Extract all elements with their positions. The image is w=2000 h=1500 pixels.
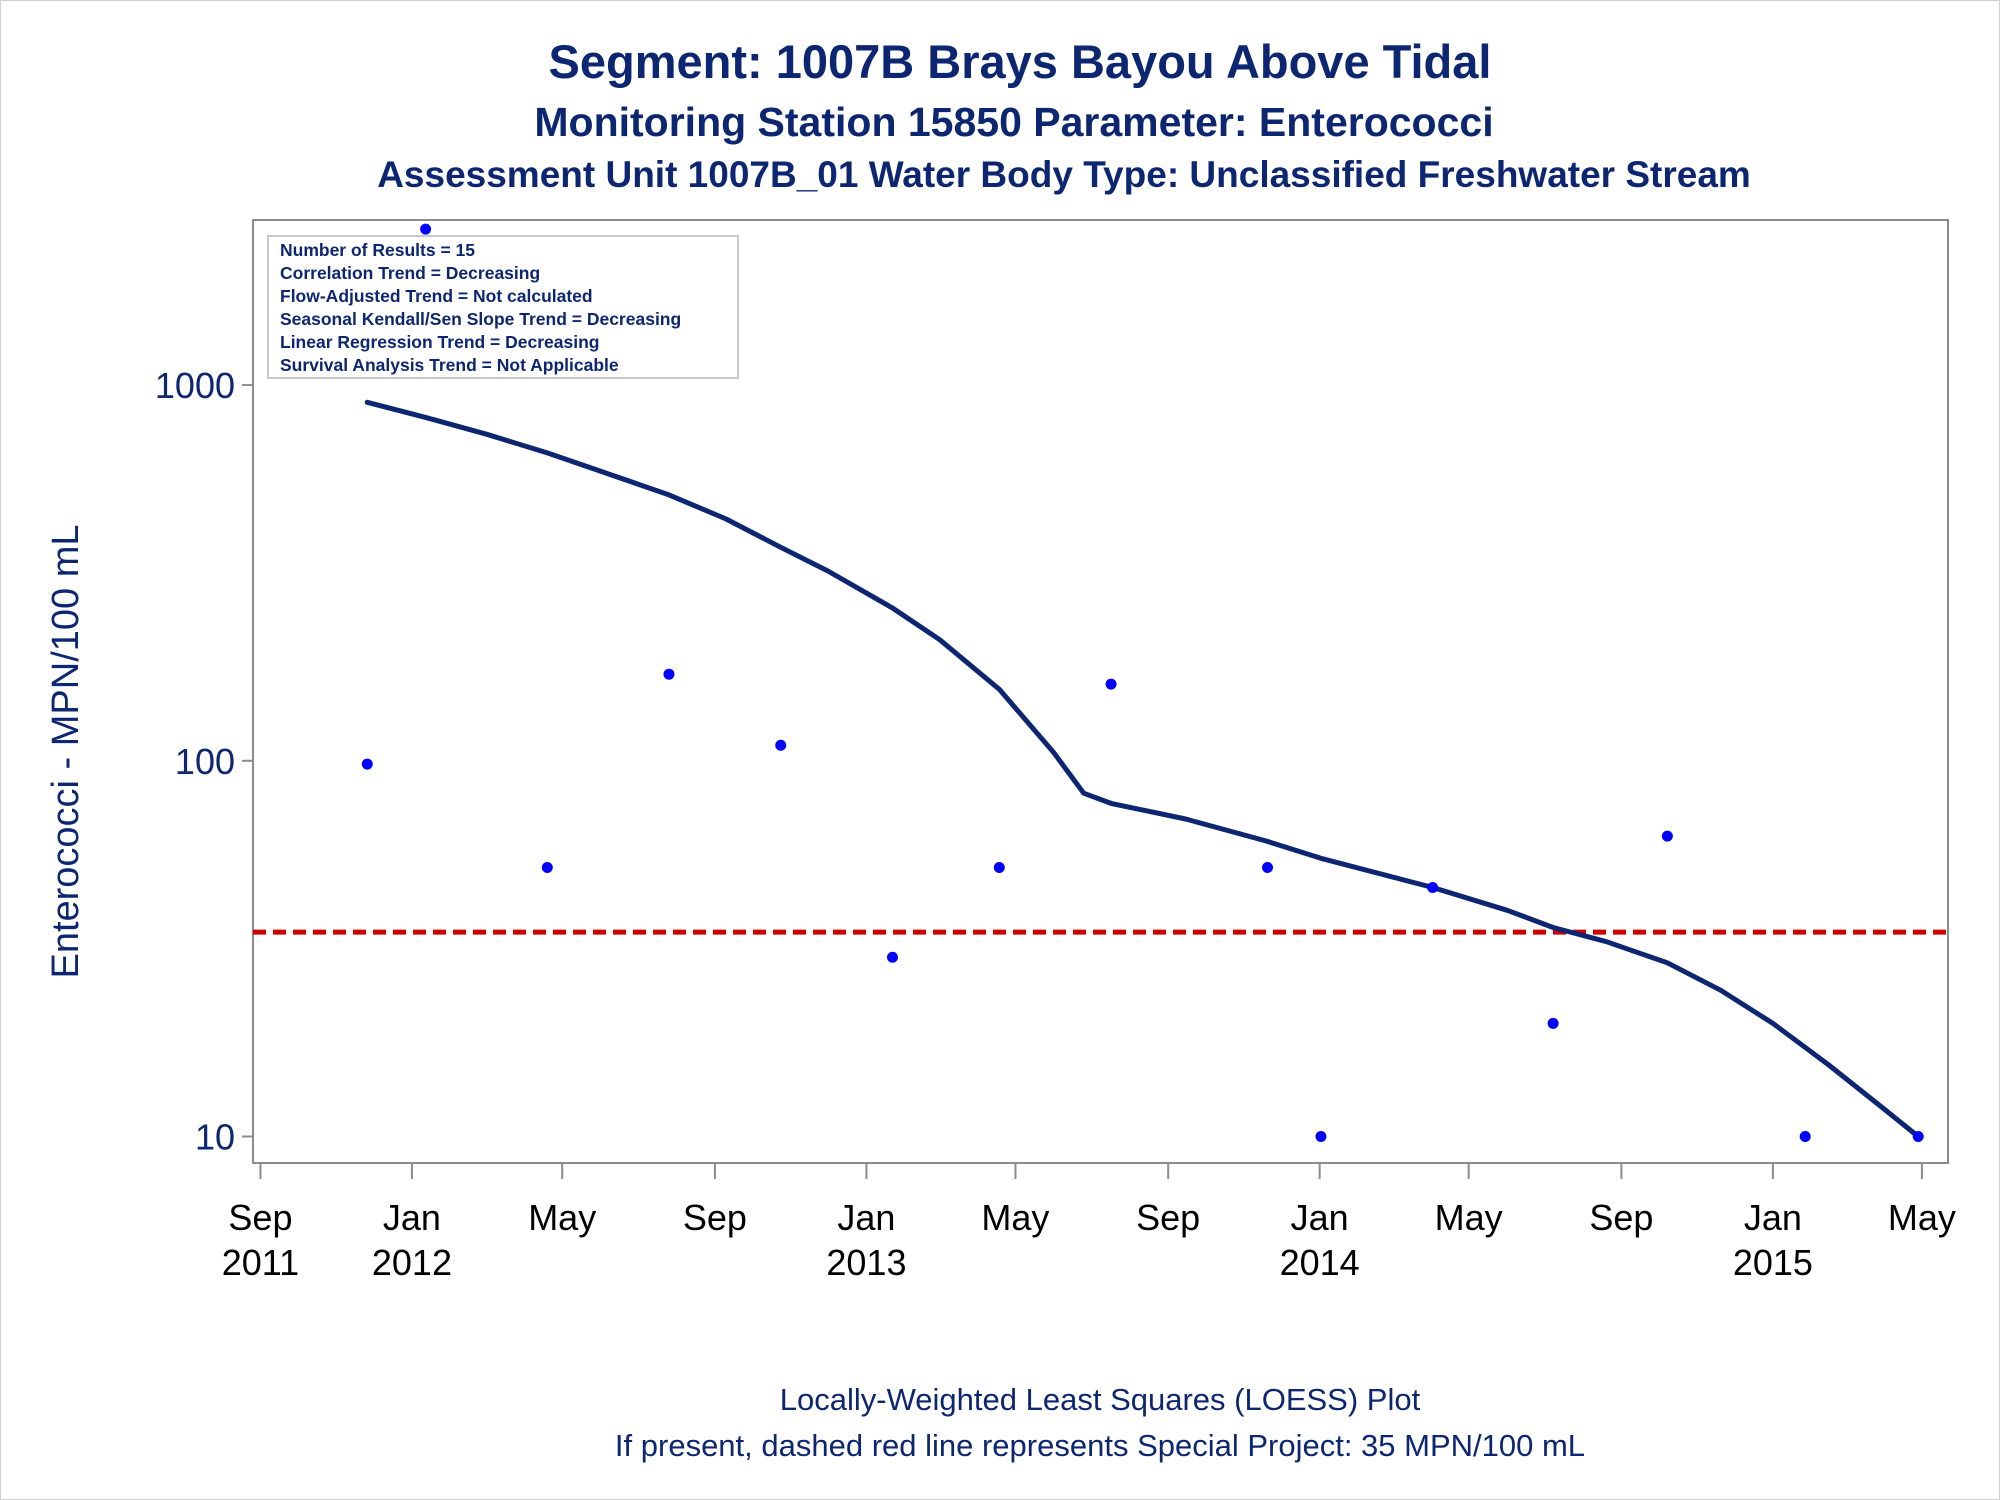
data-point (420, 223, 432, 235)
x-tick-label: Jan (383, 1197, 441, 1238)
trend-stats-box: Number of Results = 15 Correlation Trend … (267, 235, 739, 379)
x-tick-label: May (1888, 1197, 1956, 1238)
data-point (775, 739, 787, 751)
x-tick-year-label: 2013 (826, 1242, 906, 1283)
stats-line: Number of Results = 15 (280, 240, 475, 260)
data-point (1661, 830, 1673, 842)
loess-curve (364, 399, 1921, 1139)
data-point (1262, 861, 1274, 873)
y-axis-title: Enterococci - MPN/100 mL (45, 524, 87, 978)
data-point (1799, 1130, 1811, 1142)
y-tick-label: 10 (195, 1116, 235, 1157)
data-point (663, 668, 675, 680)
footnote-loess: Locally-Weighted Least Squares (LOESS) P… (779, 1382, 1421, 1417)
chart-subtitle-station: Monitoring Station 15850 Parameter: Ente… (534, 99, 1494, 145)
chart-title: Segment: 1007B Brays Bayou Above Tidal (548, 35, 1492, 88)
x-tick-year-label: 2011 (222, 1242, 299, 1283)
stats-line: Seasonal Kendall/Sen Slope Trend = Decre… (280, 309, 681, 329)
data-point (1105, 678, 1117, 690)
stats-box-border (267, 235, 739, 379)
data-point (1547, 1017, 1559, 1029)
chart-subtitle-assessment: Assessment Unit 1007B_01 Water Body Type… (377, 154, 1751, 195)
data-point (1315, 1130, 1327, 1142)
data-points (361, 223, 1924, 1142)
y-axis: 10 100 1000 (155, 365, 253, 1157)
y-tick-label: 100 (175, 741, 235, 782)
stats-line: Flow-Adjusted Trend = Not calculated (280, 286, 593, 306)
data-point (887, 951, 899, 963)
y-tick-label: 1000 (155, 365, 235, 406)
x-tick-label: May (1435, 1197, 1503, 1238)
stats-line: Survival Analysis Trend = Not Applicable (280, 355, 619, 375)
stats-line: Linear Regression Trend = Decreasing (280, 332, 600, 352)
x-tick-label: Jan (837, 1197, 895, 1238)
x-tick-label: May (528, 1197, 596, 1238)
x-tick-label: Jan (1291, 1197, 1349, 1238)
x-tick-label: Sep (683, 1197, 747, 1238)
x-tick-label: Sep (228, 1197, 292, 1238)
x-tick-year-label: 2015 (1733, 1242, 1813, 1283)
data-point (1427, 881, 1439, 893)
x-tick-label: May (981, 1197, 1049, 1238)
footnote-reference-line: If present, dashed red line represents S… (614, 1428, 1586, 1463)
data-point (1912, 1130, 1924, 1142)
data-point (541, 861, 553, 873)
x-tick-year-label: 2014 (1280, 1242, 1360, 1283)
x-tick-label: Sep (1136, 1197, 1200, 1238)
x-tick-year-label: 2012 (372, 1242, 452, 1283)
plot-area (252, 219, 1949, 1164)
data-point (361, 758, 373, 770)
x-tick-label: Jan (1744, 1197, 1802, 1238)
stats-line: Correlation Trend = Decreasing (280, 263, 540, 283)
data-point (993, 861, 1005, 873)
x-tick-label: Sep (1589, 1197, 1653, 1238)
